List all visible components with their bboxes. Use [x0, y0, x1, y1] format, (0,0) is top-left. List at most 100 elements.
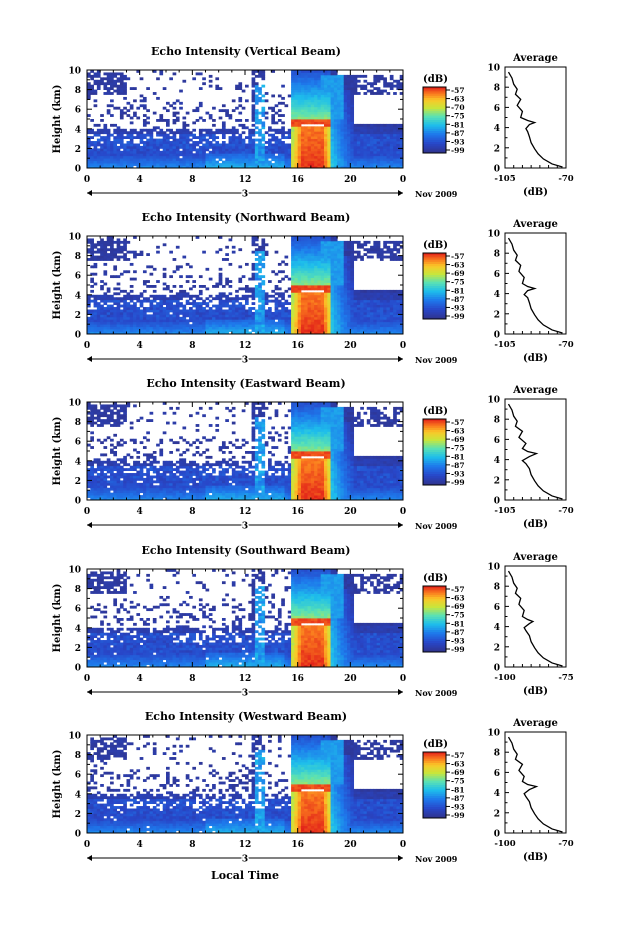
heatmap-cell: [291, 302, 295, 305]
heatmap-cell: [344, 104, 348, 107]
heatmap-cell: [331, 92, 335, 95]
heatmap-cell: [143, 146, 147, 149]
heatmap-cell: [229, 263, 233, 266]
heatmap-cell: [133, 314, 137, 317]
heatmap-cell: [107, 297, 111, 300]
heatmap-cell: [156, 134, 160, 137]
heatmap-cell: [150, 305, 154, 308]
heatmap-cell: [357, 251, 361, 254]
heatmap-cell: [258, 141, 262, 144]
heatmap-cell: [176, 119, 180, 122]
heatmap-cell: [304, 305, 308, 308]
heatmap-cell: [173, 107, 177, 110]
heatmap-cell: [182, 124, 186, 127]
heatmap-cell: [364, 329, 368, 332]
heatmap-cell: [199, 285, 203, 288]
heatmap-cell: [383, 243, 387, 246]
x-tick-label: 16: [291, 341, 304, 351]
heatmap-cell: [294, 324, 298, 327]
heatmap-cell: [222, 156, 226, 159]
heatmap-cell: [285, 327, 289, 330]
heatmap-cell: [301, 141, 305, 144]
heatmap-cell: [255, 153, 259, 156]
heatmap-cell: [311, 243, 315, 246]
heatmap-cell: [238, 278, 242, 281]
heatmap-cell: [291, 292, 295, 295]
heatmap-cell: [337, 319, 341, 322]
heatmap-cell: [265, 131, 269, 134]
heatmap-cell: [344, 263, 348, 266]
heatmap-cell: [304, 253, 308, 256]
heatmap-cell: [113, 256, 117, 259]
heatmap-cell: [360, 153, 364, 156]
heatmap-cell: [192, 322, 196, 325]
heatmap-cell: [308, 312, 312, 315]
heatmap-cell: [103, 92, 107, 95]
heatmap-cell: [314, 82, 318, 85]
heatmap-cell: [156, 302, 160, 305]
heatmap-cell: [357, 156, 361, 159]
heatmap-cell: [159, 151, 163, 154]
heatmap-cell: [334, 134, 338, 137]
heatmap-cell: [377, 319, 381, 322]
heatmap-cell: [261, 251, 265, 254]
heatmap-cell: [206, 131, 210, 134]
heatmap-cell: [321, 278, 325, 281]
heatmap-cell: [156, 317, 160, 320]
heatmap-cell: [196, 144, 200, 147]
heatmap-cell: [117, 256, 121, 259]
heatmap-cell: [179, 305, 183, 308]
heatmap-cell: [117, 297, 121, 300]
heatmap-cell: [390, 256, 394, 259]
heatmap-cell: [189, 312, 193, 315]
heatmap-cell: [163, 87, 167, 90]
heatmap-cell: [169, 317, 173, 320]
heatmap-cell: [261, 246, 265, 249]
heatmap-cell: [291, 290, 295, 293]
heatmap-cell: [301, 238, 305, 241]
heatmap-cell: [304, 163, 308, 166]
heatmap-cell: [271, 317, 275, 320]
heatmap-cell: [298, 243, 302, 246]
heatmap-cell: [113, 80, 117, 83]
heatmap-cell: [150, 134, 154, 137]
heatmap-cell: [271, 129, 275, 132]
heatmap-cell: [298, 158, 302, 161]
heatmap-cell: [222, 151, 226, 154]
heatmap-cell: [87, 75, 91, 78]
heatmap-cell: [166, 310, 170, 313]
heatmap-cell: [192, 148, 196, 151]
heatmap-cell: [317, 241, 321, 244]
heatmap-cell: [367, 314, 371, 317]
heatmap-cell: [380, 136, 384, 139]
heatmap-cell: [337, 297, 341, 300]
heatmap-cell: [120, 129, 124, 132]
heatmap-cell: [344, 158, 348, 161]
heatmap-cell: [90, 424, 94, 427]
heatmap-cell: [117, 163, 121, 166]
heatmap-cell: [344, 251, 348, 254]
heatmap-cell: [311, 241, 315, 244]
heatmap-cell: [350, 102, 354, 105]
heatmap-cell: [202, 144, 206, 147]
heatmap-cell: [206, 153, 210, 156]
heatmap-cell: [87, 85, 91, 88]
heatmap-cell: [212, 151, 216, 154]
heatmap-cell: [130, 327, 134, 330]
heatmap-cell: [140, 305, 144, 308]
heatmap-cell: [268, 307, 272, 310]
heatmap-cell: [291, 310, 295, 313]
heatmap-cell: [202, 317, 206, 320]
heatmap-cell: [90, 317, 94, 320]
heatmap-cell: [123, 297, 127, 300]
heatmap-cell: [340, 285, 344, 288]
heatmap-cell: [123, 256, 127, 259]
heatmap-cell: [337, 161, 341, 164]
heatmap-cell: [229, 148, 233, 151]
heatmap-cell: [130, 129, 134, 132]
heatmap-cell: [219, 314, 223, 317]
heatmap-cell: [252, 329, 256, 332]
heatmap-cell: [186, 324, 190, 327]
heatmap-cell: [117, 251, 121, 254]
heatmap-cell: [327, 92, 331, 95]
